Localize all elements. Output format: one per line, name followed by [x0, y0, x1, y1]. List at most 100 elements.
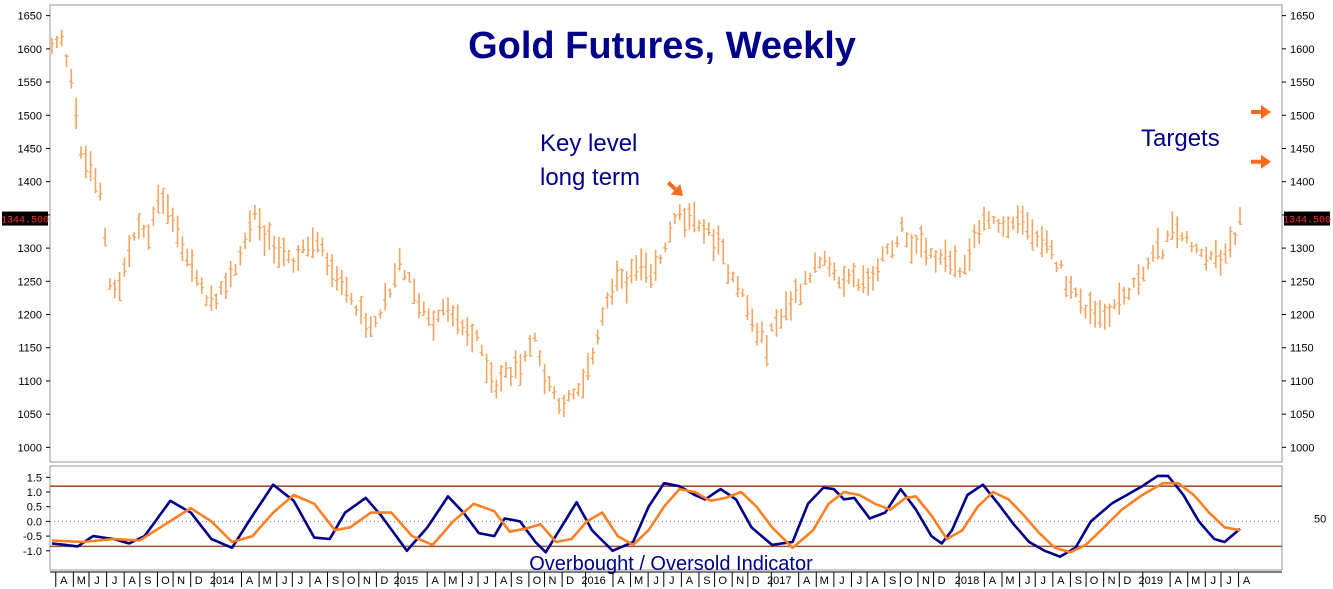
target-arrow-1 — [1251, 104, 1271, 119]
price-bar — [363, 313, 369, 338]
price-bar — [880, 246, 885, 262]
price-bar — [489, 362, 494, 393]
month-label: A — [1243, 575, 1251, 587]
month-label: A — [1174, 575, 1182, 587]
price-bar — [397, 248, 402, 271]
month-label: A — [686, 575, 694, 587]
price-bar — [1059, 259, 1064, 269]
price-bar — [271, 235, 277, 264]
price-bar — [445, 297, 451, 322]
price-bar — [1020, 205, 1025, 235]
price-bar — [117, 271, 122, 302]
price-bar — [846, 268, 852, 285]
price-bar — [1179, 232, 1185, 242]
y-tick-label-right: 1500 — [1290, 110, 1314, 122]
key-level-arrow-head — [670, 184, 683, 196]
price-bar — [1184, 231, 1190, 244]
price-bar — [1175, 216, 1180, 249]
price-bar — [1126, 287, 1132, 301]
price-bar — [88, 151, 93, 182]
month-label: J — [112, 575, 118, 587]
month-label: A — [500, 575, 508, 587]
price-bar — [421, 301, 427, 316]
y-tick-label-right: 1100 — [1290, 376, 1314, 388]
price-bar — [1131, 277, 1136, 288]
month-label: S — [144, 575, 151, 587]
price-bar — [213, 293, 219, 310]
price-bar — [339, 270, 344, 295]
price-bar — [247, 210, 253, 243]
month-label: A — [314, 575, 322, 587]
price-bar — [890, 240, 895, 259]
price-bar — [252, 204, 258, 220]
y-tick-label-left: 1000 — [18, 442, 42, 454]
month-label: N — [549, 575, 557, 587]
price-bar — [1199, 249, 1204, 258]
year-label: 2016 — [581, 575, 605, 587]
month-label: A — [129, 575, 137, 587]
price-bar — [938, 248, 943, 265]
key-level-arrow-shaft — [666, 181, 677, 191]
price-bar — [450, 305, 456, 327]
price-bar — [614, 260, 620, 292]
price-bar — [378, 309, 383, 319]
price-bar — [914, 234, 919, 254]
price-bar — [1203, 246, 1209, 271]
price-bar — [595, 329, 600, 345]
price-bar — [383, 282, 388, 311]
price-bar — [894, 236, 900, 248]
price-bar — [1232, 232, 1238, 246]
price-bar — [1150, 244, 1156, 262]
price-bar — [682, 207, 687, 238]
price-bar — [151, 206, 156, 226]
price-bar — [329, 254, 335, 288]
price-bar — [334, 265, 340, 291]
price-bar — [793, 278, 798, 303]
chart-title: Gold Futures, Weekly — [468, 25, 856, 67]
price-bar — [576, 383, 581, 397]
target-arrow-2-head — [1261, 154, 1271, 169]
price-bar — [242, 232, 248, 250]
price-bar — [692, 201, 697, 233]
price-bar — [1005, 216, 1011, 239]
oscillator-title: Overbought / Oversold Indicator — [529, 553, 813, 575]
price-bar — [141, 224, 146, 238]
price-bar — [1010, 216, 1016, 230]
month-label: M — [1005, 575, 1014, 587]
price-bar — [146, 224, 151, 250]
y-tick-label-right: 1050 — [1290, 409, 1314, 421]
price-bar — [194, 269, 200, 286]
y-tick-label-right: 1650 — [1290, 11, 1314, 23]
month-label: J — [298, 575, 304, 587]
price-bar — [1025, 211, 1030, 240]
price-bar — [185, 249, 190, 267]
price-bar — [69, 68, 74, 89]
price-bar — [648, 263, 654, 288]
price-bar — [170, 207, 175, 232]
price-bar — [556, 397, 562, 414]
price-bar — [1034, 230, 1040, 247]
osc-y-tick-label: -0.5 — [23, 531, 42, 543]
last-price-tag-right — [1284, 211, 1330, 226]
price-bar — [1107, 303, 1112, 327]
month-label: J — [839, 575, 845, 587]
price-bar — [1030, 219, 1035, 251]
price-bar — [609, 278, 615, 305]
price-bar — [1141, 266, 1146, 282]
month-label: J — [1226, 575, 1232, 587]
month-label: N — [736, 575, 744, 587]
price-bar — [276, 236, 282, 268]
price-bar — [320, 237, 325, 257]
price-bar — [175, 215, 180, 247]
price-bar — [189, 249, 195, 282]
price-bar — [754, 322, 760, 346]
price-bar — [774, 309, 779, 337]
month-label: J — [1211, 575, 1217, 587]
price-bar — [1160, 249, 1165, 260]
price-bar — [64, 54, 69, 68]
price-bar — [199, 277, 204, 295]
price-bar — [1237, 207, 1243, 226]
month-label: A — [617, 575, 625, 587]
osc-y-tick-label: -1.0 — [23, 546, 42, 558]
